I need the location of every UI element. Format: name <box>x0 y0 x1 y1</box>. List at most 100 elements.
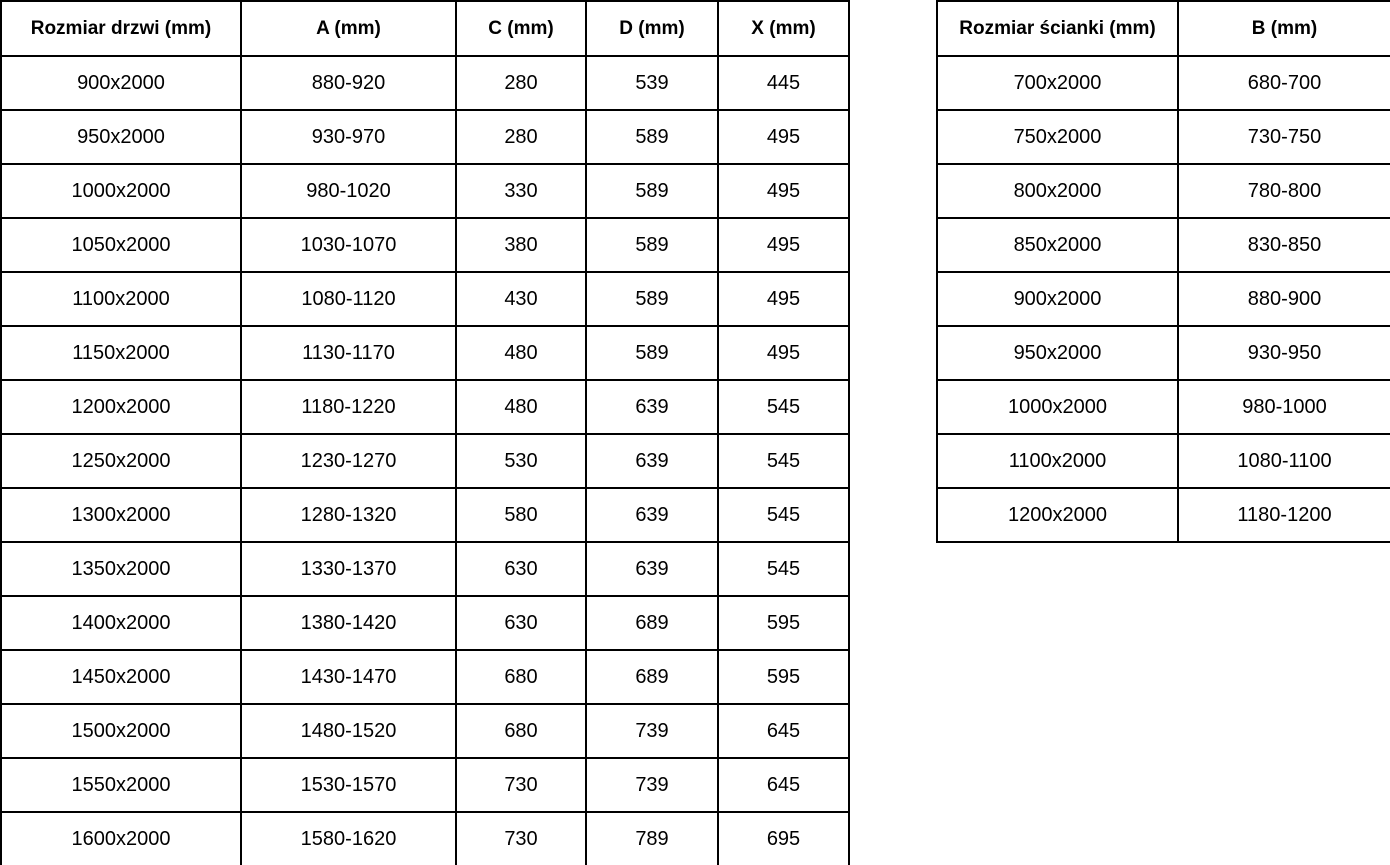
door-sizes-cell: 789 <box>585 811 719 865</box>
door-sizes-row-8: 1300x2000 1280-1320 580 639 545 <box>0 487 850 543</box>
door-sizes-cell: 980-1020 <box>240 163 457 219</box>
door-sizes-cell: 900x2000 <box>0 55 242 111</box>
door-sizes-cell: 680 <box>455 649 587 705</box>
door-sizes-cell: 480 <box>455 325 587 381</box>
door-sizes-row-5: 1150x2000 1130-1170 480 589 495 <box>0 325 850 381</box>
wall-panel-sizes-cell: 950x2000 <box>936 325 1179 381</box>
door-sizes-cell: 495 <box>717 325 850 381</box>
door-sizes-cell: 639 <box>585 379 719 435</box>
wall-panel-sizes-row-6: 1000x2000 980-1000 <box>936 379 1390 435</box>
door-sizes-cell: 595 <box>717 649 850 705</box>
door-sizes-cell: 495 <box>717 217 850 273</box>
wall-panel-sizes-row-7: 1100x2000 1080-1100 <box>936 433 1390 489</box>
door-sizes-cell: 1250x2000 <box>0 433 242 489</box>
wall-panel-sizes-cell: 930-950 <box>1177 325 1390 381</box>
door-sizes-row-12: 1500x2000 1480-1520 680 739 645 <box>0 703 850 759</box>
door-sizes-cell: 1550x2000 <box>0 757 242 813</box>
door-sizes-cell: 1330-1370 <box>240 541 457 597</box>
door-sizes-cell: 330 <box>455 163 587 219</box>
door-sizes-cell: 539 <box>585 55 719 111</box>
wall-panel-sizes-row-5: 950x2000 930-950 <box>936 325 1390 381</box>
door-sizes-header-row: Rozmiar drzwi (mm) A (mm) C (mm) D (mm) X (m… <box>0 0 850 57</box>
wall-panel-sizes-cell: 800x2000 <box>936 163 1179 219</box>
wall-panel-sizes-cell: 750x2000 <box>936 109 1179 165</box>
door-sizes-cell: 1580-1620 <box>240 811 457 865</box>
door-sizes-cell: 545 <box>717 541 850 597</box>
wall-panel-sizes-row-1: 750x2000 730-750 <box>936 109 1390 165</box>
door-sizes-row-10: 1400x2000 1380-1420 630 689 595 <box>0 595 850 651</box>
door-sizes-cell: 545 <box>717 487 850 543</box>
door-sizes-cell: 480 <box>455 379 587 435</box>
wall-panel-sizes-cell: 700x2000 <box>936 55 1179 111</box>
wall-panel-sizes-cell: 1100x2000 <box>936 433 1179 489</box>
door-sizes-cell: 1000x2000 <box>0 163 242 219</box>
wall-panel-sizes-row-2: 800x2000 780-800 <box>936 163 1390 219</box>
wall-panel-sizes-cell: 1080-1100 <box>1177 433 1390 489</box>
door-sizes-cell: 545 <box>717 433 850 489</box>
door-sizes-cell: 380 <box>455 217 587 273</box>
door-sizes-cell: 739 <box>585 703 719 759</box>
door-sizes-header-cell-4: X (mm) <box>717 0 850 57</box>
door-sizes-cell: 495 <box>717 109 850 165</box>
door-sizes-cell: 680 <box>455 703 587 759</box>
door-sizes-cell: 880-920 <box>240 55 457 111</box>
door-sizes-cell: 695 <box>717 811 850 865</box>
wall-panel-sizes-cell: 1180-1200 <box>1177 487 1390 543</box>
door-sizes-row-3: 1050x2000 1030-1070 380 589 495 <box>0 217 850 273</box>
door-sizes-cell: 589 <box>585 109 719 165</box>
door-sizes-cell: 645 <box>717 703 850 759</box>
wall-panel-sizes-row-3: 850x2000 830-850 <box>936 217 1390 273</box>
door-sizes-cell: 1200x2000 <box>0 379 242 435</box>
door-sizes-header-cell-2: C (mm) <box>455 0 587 57</box>
door-sizes-cell: 1150x2000 <box>0 325 242 381</box>
door-sizes-cell: 639 <box>585 541 719 597</box>
door-sizes-cell: 930-970 <box>240 109 457 165</box>
wall-panel-sizes-cell: 1200x2000 <box>936 487 1179 543</box>
door-sizes-row-2: 1000x2000 980-1020 330 589 495 <box>0 163 850 219</box>
door-sizes-cell: 730 <box>455 811 587 865</box>
door-sizes-row-4: 1100x2000 1080-1120 430 589 495 <box>0 271 850 327</box>
door-sizes-cell: 1480-1520 <box>240 703 457 759</box>
door-sizes-row-1: 950x2000 930-970 280 589 495 <box>0 109 850 165</box>
door-sizes-cell: 730 <box>455 757 587 813</box>
door-sizes-row-13: 1550x2000 1530-1570 730 739 645 <box>0 757 850 813</box>
door-sizes-header-cell-1: A (mm) <box>240 0 457 57</box>
wall-panel-sizes-cell: 680-700 <box>1177 55 1390 111</box>
door-sizes-row-0: 900x2000 880-920 280 539 445 <box>0 55 850 111</box>
wall-panel-sizes-cell: 780-800 <box>1177 163 1390 219</box>
door-sizes-cell: 430 <box>455 271 587 327</box>
wall-panel-sizes-cell: 850x2000 <box>936 217 1179 273</box>
door-sizes-header-cell-3: D (mm) <box>585 0 719 57</box>
door-sizes-cell: 589 <box>585 325 719 381</box>
door-sizes-cell: 280 <box>455 55 587 111</box>
door-sizes-cell: 689 <box>585 649 719 705</box>
door-sizes-cell: 1080-1120 <box>240 271 457 327</box>
wall-panel-sizes-cell: 900x2000 <box>936 271 1179 327</box>
door-sizes-cell: 1450x2000 <box>0 649 242 705</box>
door-sizes-cell: 495 <box>717 163 850 219</box>
door-sizes-cell: 1100x2000 <box>0 271 242 327</box>
wall-panel-sizes-cell: 880-900 <box>1177 271 1390 327</box>
door-sizes-cell: 639 <box>585 433 719 489</box>
door-sizes-cell: 1380-1420 <box>240 595 457 651</box>
door-sizes-cell: 530 <box>455 433 587 489</box>
door-sizes-cell: 1600x2000 <box>0 811 242 865</box>
door-sizes-row-6: 1200x2000 1180-1220 480 639 545 <box>0 379 850 435</box>
door-sizes-cell: 580 <box>455 487 587 543</box>
door-sizes-cell: 589 <box>585 217 719 273</box>
door-sizes-cell: 545 <box>717 379 850 435</box>
wall-panel-sizes-cell: 730-750 <box>1177 109 1390 165</box>
door-sizes-cell: 589 <box>585 271 719 327</box>
door-sizes-cell: 630 <box>455 595 587 651</box>
wall-panel-sizes-cell: 1000x2000 <box>936 379 1179 435</box>
wall-panel-sizes-header-cell-1: B (mm) <box>1177 0 1390 57</box>
door-sizes-cell: 1500x2000 <box>0 703 242 759</box>
wall-panel-sizes-row-4: 900x2000 880-900 <box>936 271 1390 327</box>
door-sizes-row-7: 1250x2000 1230-1270 530 639 545 <box>0 433 850 489</box>
door-sizes-cell: 495 <box>717 271 850 327</box>
door-sizes-cell: 739 <box>585 757 719 813</box>
door-size-table: Rozmiar drzwi (mm) A (mm) C (mm) D (mm) X (m… <box>0 0 850 865</box>
door-sizes-cell: 1030-1070 <box>240 217 457 273</box>
door-sizes-cell: 1050x2000 <box>0 217 242 273</box>
